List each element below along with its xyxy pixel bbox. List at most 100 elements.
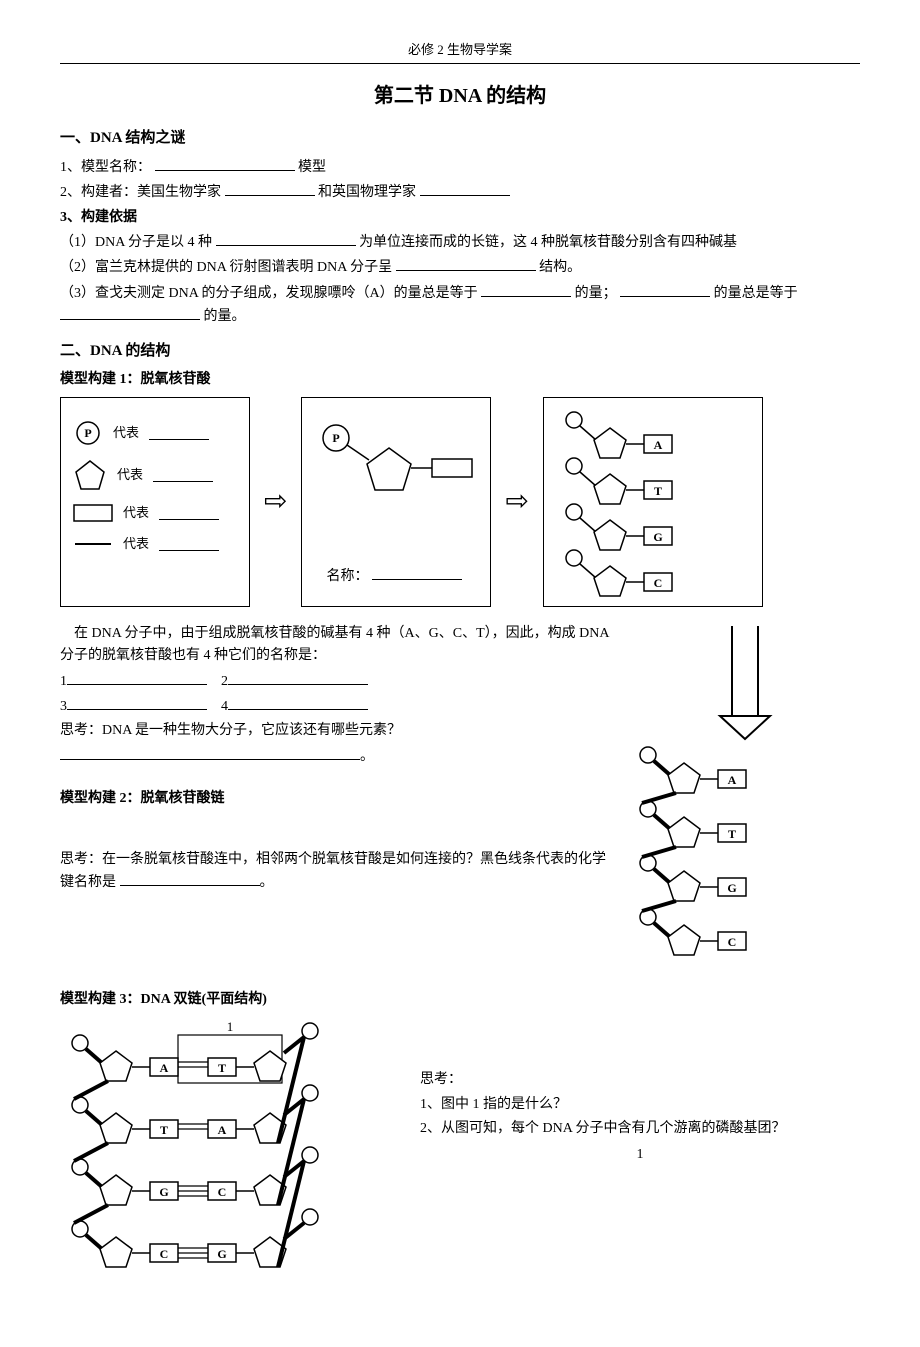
four-nucleotides-box: A T G C <box>543 397 763 607</box>
blank[interactable] <box>120 871 260 886</box>
q3-2: （2）富兰克林提供的 DNA 衍射图谱表明 DNA 分子呈 结构。 <box>60 256 860 279</box>
think2: 思考：在一条脱氧核苷酸连中，相邻两个脱氧核苷酸是如何连接的？黑色线条代表的化学键… <box>60 849 610 895</box>
svg-text:T: T <box>160 1123 168 1137</box>
svg-text:T: T <box>654 484 662 498</box>
q2-mid: 和英国物理学家 <box>318 185 416 200</box>
text: 的量总是等于 <box>714 286 798 301</box>
svg-text:T: T <box>218 1061 226 1075</box>
blank[interactable] <box>67 695 207 710</box>
text: 结构。 <box>539 260 581 275</box>
num: 4 <box>221 699 228 714</box>
text: 为单位连接而成的长链，这 4 种脱氧核苷酸分别含有四种碱基 <box>359 235 737 250</box>
names-row1: 1 2 <box>60 670 610 693</box>
page-number: 1 <box>420 1144 860 1166</box>
legend-base: 代表 <box>73 502 237 524</box>
legend-phosphate: P 代表 <box>73 418 237 448</box>
think3-col: 思考： 1、图中 1 指的是什么？ 2、从图可知，每个 DNA 分子中含有几个游… <box>420 1017 860 1167</box>
q2-label: 2、构建者：美国生物学家 <box>60 185 221 200</box>
double-helix-col: 1 A T T A G C C G <box>60 1017 400 1307</box>
legend-sugar: 代表 <box>73 458 237 492</box>
nucleotide-diagram: P <box>314 408 484 528</box>
svg-text:A: A <box>218 1123 227 1137</box>
chain-col: A T G C <box>630 621 860 971</box>
blank[interactable] <box>159 537 219 551</box>
blank[interactable] <box>60 305 200 320</box>
q1-label: 1、模型名称： <box>60 160 151 175</box>
think1: 思考：DNA 是一种生物大分子，它应该还有哪些元素？ <box>60 720 610 742</box>
four-nucleotides-diagram: A T G C <box>556 408 756 598</box>
line-icon <box>73 539 113 549</box>
blank[interactable] <box>155 156 295 171</box>
num: 3 <box>60 699 67 714</box>
svg-text:G: G <box>159 1185 168 1199</box>
nucleotide-chain-diagram: A T G C <box>630 741 850 971</box>
nucleotide-box: P 名称： <box>301 397 491 607</box>
rect-icon <box>73 502 113 524</box>
blank[interactable] <box>420 181 510 196</box>
model1-row: P 代表 代表 代表 代表 ⇨ <box>60 397 860 607</box>
pentagon-icon <box>73 458 107 492</box>
name-row: 名称： <box>326 565 462 588</box>
svg-text:C: C <box>728 935 737 949</box>
title: 第二节 DNA 的结构 <box>60 80 860 112</box>
text: （3）查戈夫测定 DNA 的分子组成，发现腺嘌呤（A）的量总是等于 <box>60 286 478 301</box>
blank[interactable] <box>225 181 315 196</box>
svg-text:1: 1 <box>227 1019 234 1034</box>
blank[interactable] <box>153 468 213 482</box>
label: 代表 <box>123 534 149 555</box>
svg-text:T: T <box>728 827 736 841</box>
blank[interactable] <box>481 282 571 297</box>
svg-text:P: P <box>84 426 91 440</box>
svg-text:G: G <box>727 881 736 895</box>
names-row2: 3 4 <box>60 695 610 718</box>
blank[interactable] <box>67 670 207 685</box>
phosphate-icon: P <box>73 418 103 448</box>
svg-text:G: G <box>217 1247 226 1261</box>
blank[interactable] <box>149 426 209 440</box>
svg-text:C: C <box>160 1247 169 1261</box>
label: 代表 <box>113 423 139 444</box>
legend-box: P 代表 代表 代表 代表 <box>60 397 250 607</box>
model1-heading: 模型构建 1：脱氧核苷酸 <box>60 369 860 391</box>
blank[interactable] <box>60 745 360 760</box>
name-label: 名称： <box>326 569 368 584</box>
text: （1）DNA 分子是以 4 种 <box>60 235 212 250</box>
svg-text:G: G <box>653 530 662 544</box>
svg-text:C: C <box>654 576 663 590</box>
text: 的量。 <box>204 309 246 324</box>
svg-text:C: C <box>218 1185 227 1199</box>
blank[interactable] <box>372 565 462 580</box>
q3-3: （3）查戈夫测定 DNA 的分子组成，发现腺嘌呤（A）的量总是等于 的量； 的量… <box>60 282 860 329</box>
legend-bond: 代表 <box>73 534 237 555</box>
section1-heading: 一、DNA 结构之谜 <box>60 126 860 150</box>
blank[interactable] <box>228 695 368 710</box>
svg-text:A: A <box>654 438 663 452</box>
para-4kinds: 在 DNA 分子中，由于组成脱氧核苷酸的碱基有 4 种（A、G、C、T），因此，… <box>60 623 610 668</box>
q1: 1、模型名称： 模型 <box>60 156 860 179</box>
label: 代表 <box>117 465 143 486</box>
text: （2）富兰克林提供的 DNA 衍射图谱表明 DNA 分子呈 <box>60 260 392 275</box>
model2-heading: 模型构建 2：脱氧核苷酸链 <box>60 788 610 810</box>
down-arrow-icon <box>710 621 780 741</box>
num: 1 <box>60 674 67 689</box>
blank[interactable] <box>216 231 356 246</box>
model3-heading: 模型构建 3：DNA 双链(平面结构) <box>60 989 860 1011</box>
model1-text-col: 在 DNA 分子中，由于组成脱氧核苷酸的碱基有 4 种（A、G、C、T），因此，… <box>60 621 610 897</box>
label: 代表 <box>123 503 149 524</box>
q2: 2、构建者：美国生物学家 和英国物理学家 <box>60 181 860 204</box>
blank[interactable] <box>620 282 710 297</box>
q3-label: 3、构建依据 <box>60 207 860 229</box>
blank[interactable] <box>396 256 536 271</box>
svg-text:A: A <box>160 1061 169 1075</box>
svg-text:P: P <box>333 431 340 445</box>
svg-text:A: A <box>728 773 737 787</box>
q1-suffix: 模型 <box>298 160 326 175</box>
blank[interactable] <box>228 670 368 685</box>
think3-heading: 思考： <box>420 1069 860 1091</box>
think1-blank: 。 <box>60 745 610 768</box>
blank[interactable] <box>159 506 219 520</box>
text: 的量； <box>575 286 617 301</box>
section2-heading: 二、DNA 的结构 <box>60 339 860 363</box>
page-header: 必修 2 生物导学案 <box>60 40 860 64</box>
think3-q1: 1、图中 1 指的是什么？ <box>420 1094 860 1116</box>
